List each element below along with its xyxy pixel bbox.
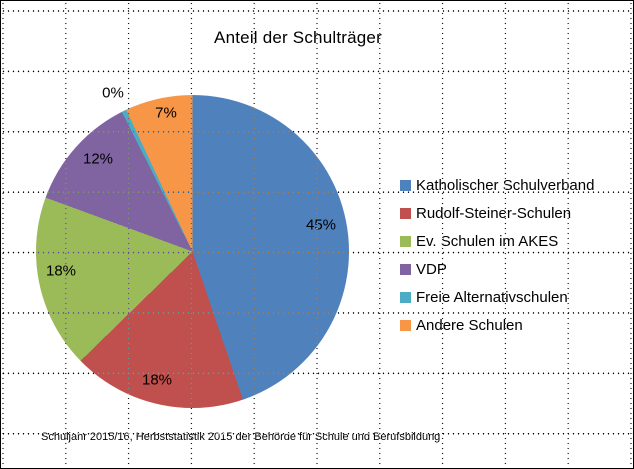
legend-swatch: [400, 319, 411, 331]
legend-swatch: [400, 179, 411, 191]
legend-label: Andere Schulen: [416, 316, 523, 334]
pie-chart: [36, 95, 349, 408]
legend-item: Freie Alternativschulen: [400, 283, 594, 311]
legend: Katholischer Schulverband Rudolf-Steiner-…: [400, 171, 594, 339]
slice-label-ev-schulen: 18%: [45, 262, 77, 280]
legend-item: Andere Schulen: [400, 311, 594, 339]
chart-footnote: Schuljahr 2015/16, Herbststatistik 2015 …: [41, 431, 441, 443]
legend-swatch: [400, 235, 411, 247]
legend-label: Freie Alternativschulen: [416, 288, 568, 306]
chart-title: Anteil der Schulträger: [214, 28, 382, 47]
legend-item: Rudolf-Steiner-Schulen: [400, 199, 594, 227]
legend-swatch: [400, 291, 411, 303]
slice-label-katholischer: 45%: [305, 216, 337, 234]
slice-label-andere-schulen: 7%: [155, 104, 177, 122]
legend-label: VDP: [416, 260, 447, 278]
legend-item: VDP: [400, 255, 594, 283]
slice-label-rudolf-steiner: 18%: [141, 371, 173, 389]
slice-label-vdp: 12%: [82, 150, 114, 168]
legend-label: Katholischer Schulverband: [416, 176, 595, 194]
slice-label-freie-alternativschulen: 0%: [102, 84, 124, 102]
legend-label: Ev. Schulen im AKES: [416, 232, 559, 250]
legend-item: Ev. Schulen im AKES: [400, 227, 594, 255]
legend-label: Rudolf-Steiner-Schulen: [416, 204, 572, 222]
legend-swatch: [400, 207, 411, 219]
legend-swatch: [400, 263, 411, 275]
legend-item: Katholischer Schulverband: [400, 171, 594, 199]
